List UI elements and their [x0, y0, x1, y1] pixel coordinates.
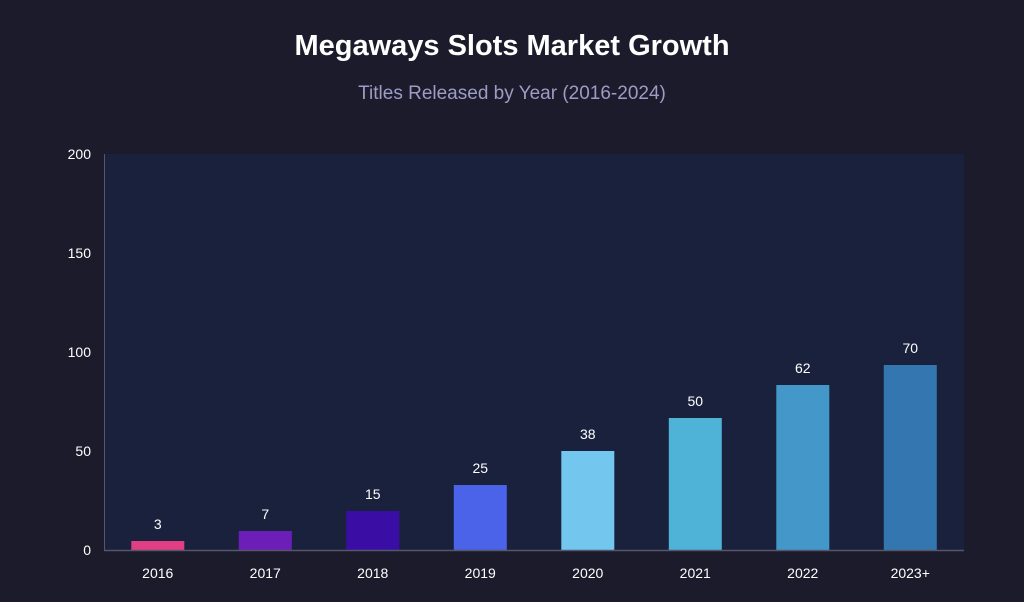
bar-value-label: 25	[472, 460, 488, 476]
y-axis-ticks: 0 50 100 150 200	[68, 146, 92, 558]
x-tick-label: 2020	[572, 565, 603, 581]
bar-data-labels: 3 7 15 25 38 50 62 70	[154, 340, 918, 532]
bar-2019	[453, 485, 507, 550]
x-tick-label: 2016	[142, 565, 173, 581]
bar-2023plus	[883, 365, 937, 550]
x-tick-label: 2018	[357, 565, 388, 581]
y-tick-label: 150	[68, 245, 92, 261]
plot-area	[104, 154, 964, 550]
bar-2018	[346, 511, 400, 550]
bar-value-label: 38	[580, 426, 596, 442]
x-tick-label: 2021	[680, 565, 711, 581]
y-tick-label: 0	[83, 542, 91, 558]
y-tick-label: 50	[75, 443, 91, 459]
bar-value-label: 50	[687, 393, 703, 409]
bar-value-label: 70	[902, 340, 918, 356]
bar-value-label: 7	[261, 506, 269, 522]
x-tick-label: 2019	[465, 565, 496, 581]
x-tick-label: 2023+	[891, 565, 930, 581]
y-tick-label: 100	[68, 344, 92, 360]
x-tick-label: 2022	[787, 565, 818, 581]
x-axis-ticks: 2016 2017 2018 2019 2020 2021 2022 2023+	[142, 565, 930, 581]
bar-2021	[668, 418, 722, 550]
bar-2016	[131, 541, 185, 550]
bar-value-label: 62	[795, 360, 811, 376]
bar-value-label: 15	[365, 486, 381, 502]
bars	[131, 365, 937, 550]
chart-title: Megaways Slots Market Growth	[294, 30, 730, 62]
x-tick-label: 2017	[250, 565, 281, 581]
bar-2017	[238, 531, 292, 550]
y-tick-label: 200	[68, 146, 92, 162]
bar-2020	[561, 451, 615, 550]
bar-value-label: 3	[154, 516, 162, 532]
chart-subtitle: Titles Released by Year (2016-2024)	[358, 83, 666, 104]
bar-2022	[776, 385, 830, 550]
